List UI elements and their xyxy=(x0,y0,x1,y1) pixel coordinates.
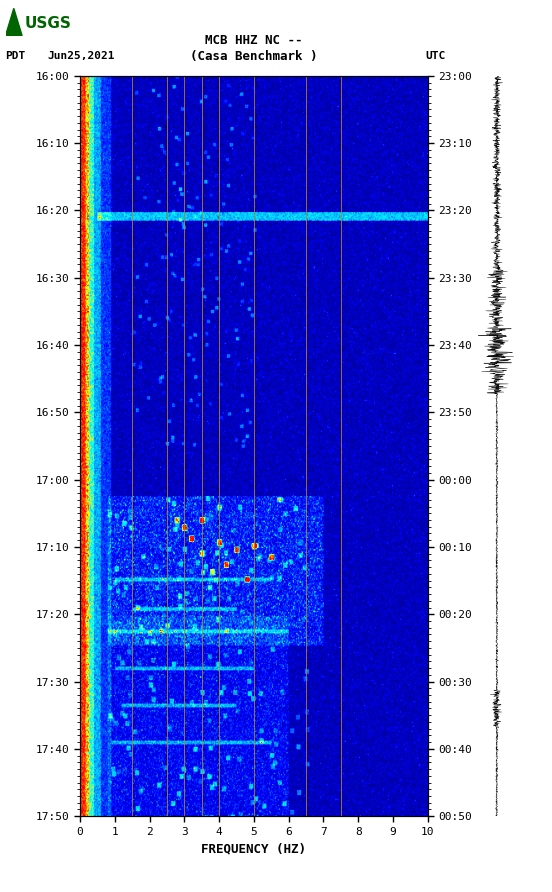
Text: (Casa Benchmark ): (Casa Benchmark ) xyxy=(190,50,317,62)
X-axis label: FREQUENCY (HZ): FREQUENCY (HZ) xyxy=(201,842,306,855)
Text: UTC: UTC xyxy=(425,51,445,62)
Text: MCB HHZ NC --: MCB HHZ NC -- xyxy=(205,34,302,46)
Text: Jun25,2021: Jun25,2021 xyxy=(47,51,114,62)
Polygon shape xyxy=(6,8,22,36)
Text: USGS: USGS xyxy=(25,16,72,31)
Text: PDT: PDT xyxy=(6,51,26,62)
